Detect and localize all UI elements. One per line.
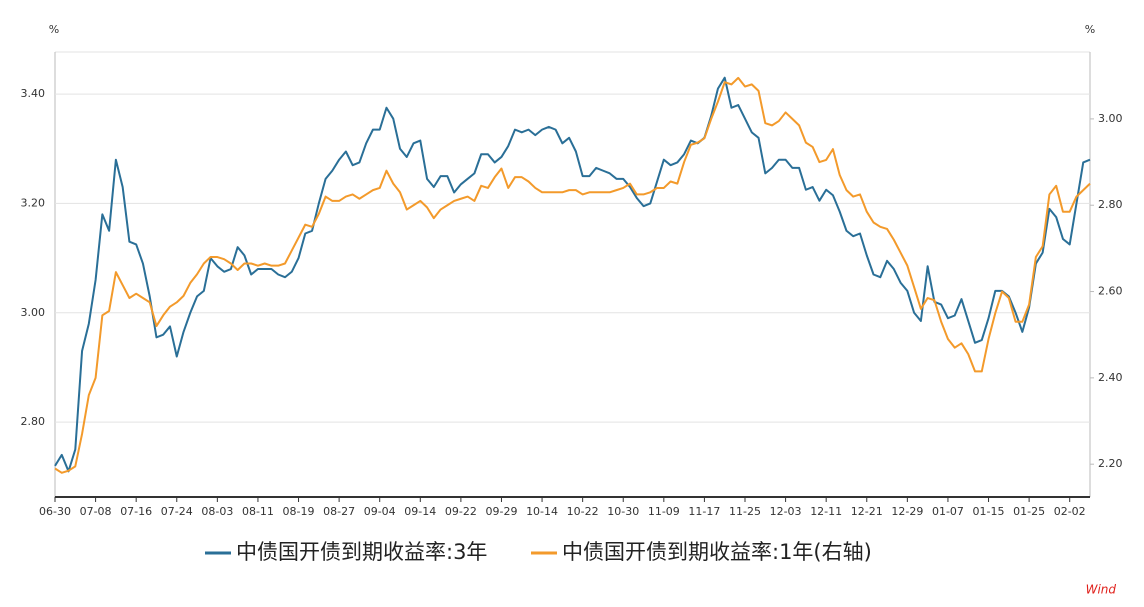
x-tick-label: 12-11 (810, 505, 842, 518)
x-tick-label: 07-08 (80, 505, 112, 518)
x-tick-label: 12-03 (770, 505, 802, 518)
series-line (54, 76, 1091, 473)
x-tick-label: 12-29 (891, 505, 923, 518)
series-line (54, 76, 1091, 474)
y-tick-label: 2.80 (21, 415, 46, 428)
legend-label: 中债国开债到期收益率:1年(右轴) (562, 540, 872, 564)
x-tick-label: 09-29 (485, 505, 517, 518)
x-tick-label: 08-19 (283, 505, 315, 518)
x-tick-label: 07-16 (120, 505, 152, 518)
x-tick-label: 12-21 (851, 505, 883, 518)
x-tick-label: 02-02 (1054, 505, 1086, 518)
x-tick-label: 10-14 (526, 505, 558, 518)
y2-axis-label: % (1085, 23, 1095, 36)
x-tick-label: 09-22 (445, 505, 477, 518)
x-tick-label: 08-03 (201, 505, 233, 518)
x-tick-label: 01-15 (973, 505, 1005, 518)
x-tick-label: 10-30 (607, 505, 639, 518)
x-tick-label: 06-30 (39, 505, 71, 518)
y2-tick-label: 2.60 (1098, 285, 1123, 298)
x-tick-label: 09-14 (404, 505, 436, 518)
x-tick-label: 11-09 (648, 505, 680, 518)
y-tick-label: 3.00 (21, 306, 46, 319)
y2-tick-label: 2.20 (1098, 457, 1123, 470)
x-tick-label: 01-07 (932, 505, 964, 518)
x-tick-label: 11-17 (688, 505, 720, 518)
x-tick-label: 10-22 (567, 505, 599, 518)
x-tick-label: 08-27 (323, 505, 355, 518)
x-tick-label: 08-11 (242, 505, 274, 518)
y2-tick-label: 2.80 (1098, 198, 1123, 211)
x-tick-label: 01-25 (1013, 505, 1045, 518)
y-tick-label: 3.20 (21, 196, 46, 209)
y2-tick-label: 2.40 (1098, 371, 1123, 384)
x-tick-label: 07-24 (161, 505, 193, 518)
y-tick-label: 3.40 (21, 87, 46, 100)
y-axis-label: % (49, 23, 59, 36)
watermark: Wind (1086, 583, 1117, 597)
y2-tick-label: 3.00 (1098, 112, 1123, 125)
x-tick-label: 09-04 (364, 505, 396, 518)
legend-label: 中债国开债到期收益率:3年 (236, 540, 487, 564)
x-tick-label: 11-25 (729, 505, 761, 518)
